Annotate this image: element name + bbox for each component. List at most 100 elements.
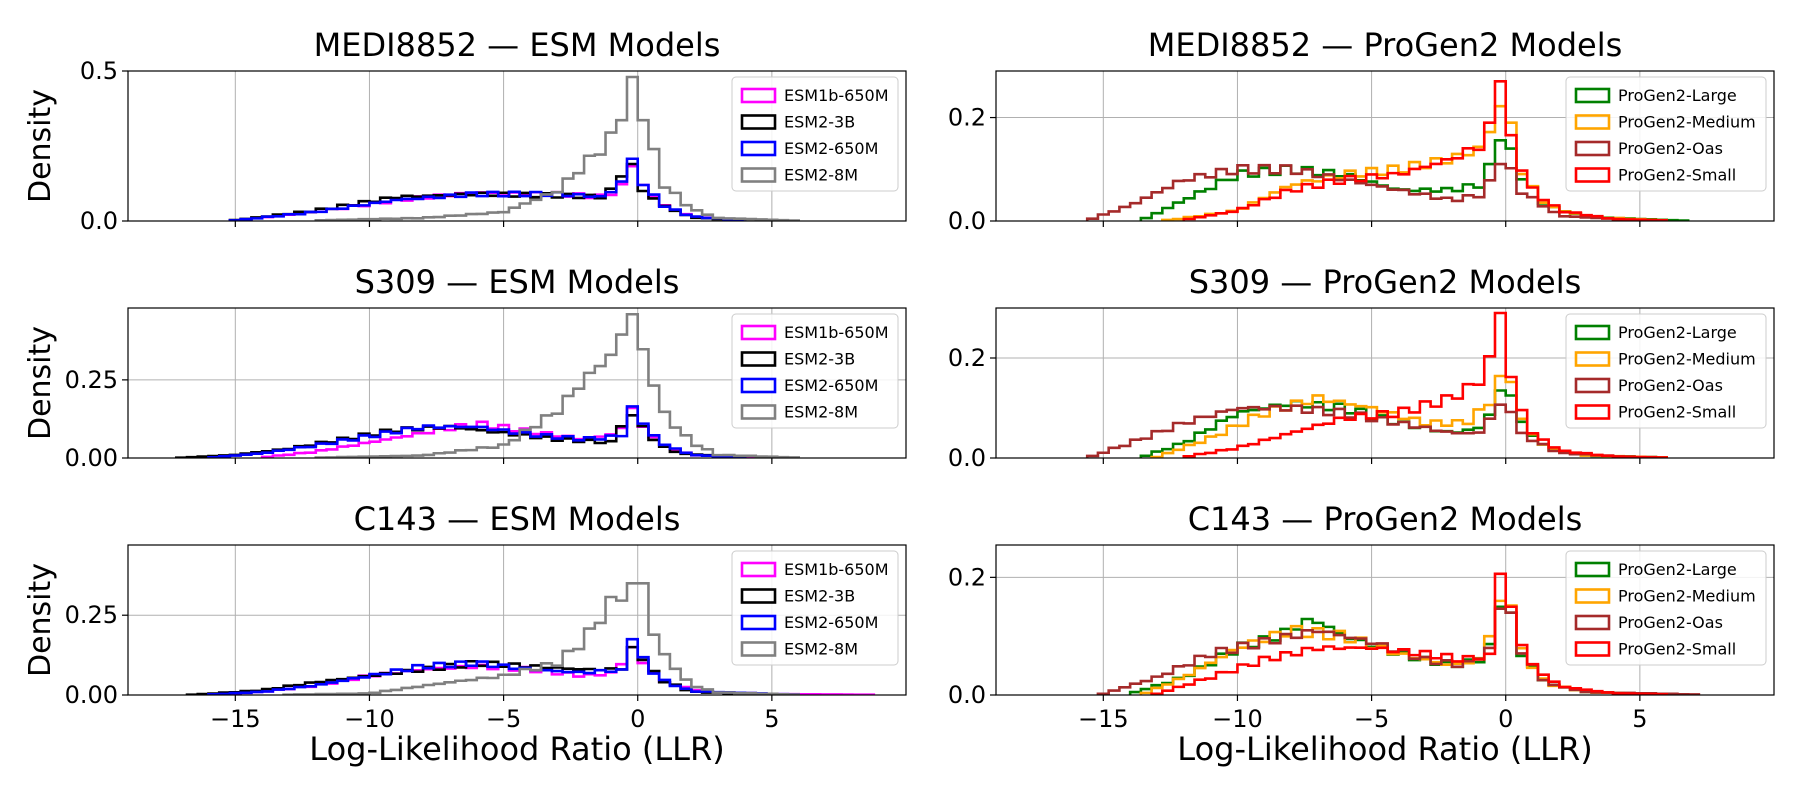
legend-swatch-progen2-large [1574,87,1611,104]
legend-swatch-esm2-650m [740,140,777,157]
x-axis-label-left: Log-Likelihood Ratio (LLR) [309,730,724,768]
hist-progen2-oas [1085,162,1647,221]
y-axis-label: Density [23,563,58,677]
hist-esm2-8m [314,312,800,458]
legend-label-esm2-8m: ESM2-8M [784,640,858,659]
legend-swatch-progen2-small [1574,641,1611,657]
legend-swatch-progen2-large [1574,324,1611,341]
subplot-title: MEDI8852 — ProGen2 Models [1148,26,1623,64]
legend: ESM1b-650M ESM2-3B ESM2-650M ESM2-8M [731,550,899,666]
legend-swatch-progen2-small [1574,167,1611,183]
legend-label-progen2-small: ProGen2-Small [1618,640,1736,659]
hist-esm2-8m [282,582,800,695]
legend: ESM1b-650M ESM2-3B ESM2-650M ESM2-8M [731,313,899,429]
subplot-title: S309 — ESM Models [355,263,680,301]
legend-swatch-esm2-3b [740,588,777,604]
legend-swatch-esm2-650m [740,377,777,394]
legend-label-esm1b-650m: ESM1b-650M [784,560,889,579]
legend-swatch-esm2-3b [740,114,777,130]
x-tick-label: −15 [1078,705,1129,733]
legend-swatch-esm2-8m [740,404,777,420]
y-tick-label: 0.00 [65,444,118,472]
legend-label-progen2-small: ProGen2-Small [1618,166,1736,185]
legend-label-progen2-large: ProGen2-Large [1618,86,1737,105]
legend-box [731,313,899,429]
axes-frame [127,307,907,459]
y-tick-label: 0.00 [65,681,118,709]
x-tick-label: −5 [1354,705,1389,733]
legend-swatch-progen2-small [1574,404,1611,420]
legend-swatch-esm1b-650m [740,561,777,578]
y-tick-label: 0.2 [948,104,986,132]
legend-box [731,550,899,666]
x-axis-label-right: Log-Likelihood Ratio (LLR) [1177,730,1592,768]
legend-label-esm2-650m: ESM2-650M [784,139,878,158]
subplot-title: C143 — ProGen2 Models [1188,500,1583,538]
subplot-c143-progen2-models: C143 — ProGen2 Models 0.0 0.2 −15 −10 −5 0 5 Pro… [948,500,1775,733]
legend-label-esm2-650m: ESM2-650M [784,376,878,395]
axes-frame [127,70,907,222]
legend-label-progen2-medium: ProGen2-Medium [1618,587,1756,606]
x-tick-label: 5 [1632,705,1647,733]
y-tick-label: 0.0 [948,444,986,472]
legend-swatch-esm2-8m [740,167,777,183]
legend-label-progen2-oas: ProGen2-Oas [1618,376,1723,395]
x-tick-label: −10 [1212,705,1263,733]
hist-esm2-3b [174,413,747,458]
y-tick-label: 0.0 [948,207,986,235]
legend: ESM1b-650M ESM2-3B ESM2-650M ESM2-8M [731,76,899,192]
series-group [1085,80,1690,221]
subplot-medi8852-progen2-models: MEDI8852 — ProGen2 Models 0.0 0.2 ProGen2-L… [948,26,1775,235]
legend-label-esm2-8m: ESM2-8M [784,403,858,422]
legend-box [1565,313,1767,429]
legend-label-progen2-medium: ProGen2-Medium [1618,113,1756,132]
legend-label-esm1b-650m: ESM1b-650M [784,86,889,105]
series-group [1085,311,1668,458]
legend-swatch-progen2-medium [1574,114,1611,130]
legend-label-esm2-3b: ESM2-3B [784,350,855,369]
legend: ProGen2-Large ProGen2-Medium ProGen2-Oas Pr… [1565,76,1767,192]
series-group [1096,572,1701,695]
x-tick-label: 5 [764,705,779,733]
hist-esm2-650m [207,405,747,458]
subplot-s309-progen2-models: S309 — ProGen2 Models 0.0 0.2 ProGen2-Large… [948,263,1775,472]
y-tick-label: 0.25 [65,601,118,629]
legend-label-esm2-650m: ESM2-650M [784,613,878,632]
legend-swatch-progen2-medium [1574,588,1611,604]
y-tick-label: 0.0 [80,207,118,235]
legend-swatch-progen2-oas [1574,377,1611,394]
legend-swatch-esm1b-650m [740,87,777,104]
legend-label-progen2-large: ProGen2-Large [1618,323,1737,342]
x-tick-label: 0 [630,705,645,733]
hist-esm2-650m [228,157,747,221]
y-tick-label: 0.2 [948,344,986,372]
x-tick-label: −10 [344,705,395,733]
axes-frame [127,544,907,696]
legend-box [731,76,899,192]
legend-swatch-esm2-8m [740,641,777,657]
axes-frame [995,544,1775,696]
y-tick-label: 0.2 [948,563,986,591]
legend-label-esm2-3b: ESM2-3B [784,113,855,132]
axes-frame [995,70,1775,222]
hist-progen2-small [1182,80,1668,221]
subplot-medi8852-esm-models: MEDI8852 — ESM Models 0.0 0.5 Density ESM1b-… [23,26,907,235]
legend-swatch-progen2-large [1574,561,1611,578]
legend-swatch-esm2-3b [740,351,777,367]
legend-swatch-progen2-oas [1574,140,1611,157]
legend-swatch-esm1b-650m [740,324,777,341]
y-axis-label: Density [23,89,58,203]
subplot-title: S309 — ProGen2 Models [1189,263,1582,301]
legend-swatch-progen2-oas [1574,614,1611,631]
legend-label-esm2-3b: ESM2-3B [784,587,855,606]
axes-frame [995,307,1775,459]
legend-swatch-progen2-medium [1574,351,1611,367]
series-group [185,582,876,695]
legend-box [1565,550,1767,666]
legend-swatch-esm2-650m [740,614,777,631]
legend-label-progen2-oas: ProGen2-Oas [1618,613,1723,632]
y-tick-label: 0.25 [65,366,118,394]
subplot-grid: MEDI8852 — ESM Models 0.0 0.5 Density ESM1b-… [23,26,1775,733]
legend-label-progen2-large: ProGen2-Large [1618,560,1737,579]
